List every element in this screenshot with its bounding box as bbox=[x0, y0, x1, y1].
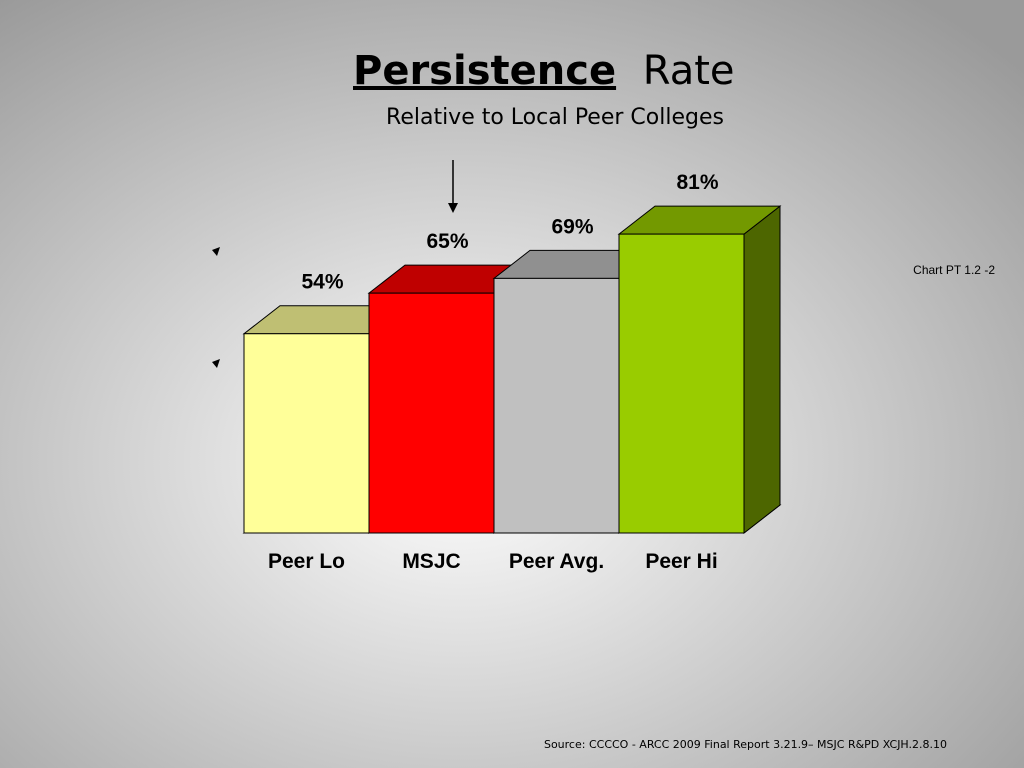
arrow-head bbox=[212, 359, 220, 368]
source-note: Source: CCCCO - ARCC 2009 Final Report 3… bbox=[544, 738, 947, 751]
arrow-head bbox=[448, 203, 458, 213]
chart-title: Persistence Rate bbox=[353, 48, 735, 94]
title-emphasis: Persistence bbox=[353, 48, 616, 94]
bar bbox=[368, 292, 495, 534]
bar bbox=[618, 233, 745, 534]
bar-side bbox=[743, 205, 781, 535]
arrow-head bbox=[212, 247, 220, 256]
x-tick-label: Peer Hi bbox=[645, 550, 717, 573]
bar bbox=[243, 333, 370, 534]
bar bbox=[493, 277, 620, 534]
x-tick-label: Peer Lo bbox=[268, 550, 345, 573]
data-label: 65% bbox=[426, 230, 468, 253]
title-rest: Rate bbox=[643, 48, 735, 94]
data-label: 69% bbox=[551, 215, 593, 238]
x-tick-label: Peer Avg. bbox=[509, 550, 604, 573]
data-label: 81% bbox=[676, 171, 718, 194]
chart-subtitle: Relative to Local Peer Colleges bbox=[386, 105, 724, 130]
chart-note: Chart PT 1.2 -2 bbox=[913, 263, 995, 277]
plot: 54% 65% 69% 81% Peer Lo MSJC Peer Avg. Peer Hi bbox=[242, 171, 782, 573]
data-label: 54% bbox=[301, 271, 343, 294]
x-tick-label: MSJC bbox=[402, 550, 460, 573]
arrows bbox=[212, 160, 458, 368]
